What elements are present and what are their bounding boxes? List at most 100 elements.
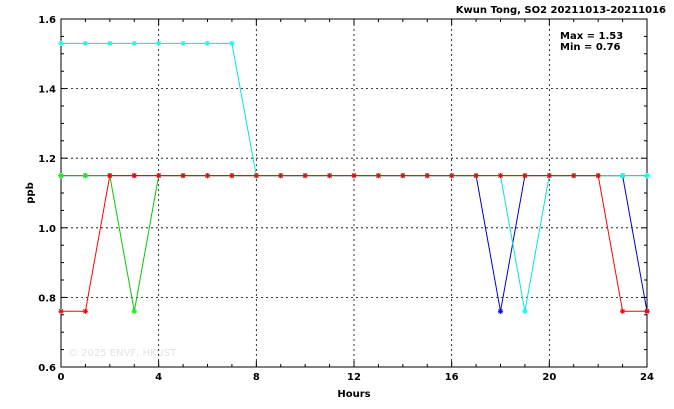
data-point [156, 40, 162, 46]
marker-d2 [595, 173, 601, 178]
x-tick-label: 0 [58, 372, 65, 383]
marker-d2 [449, 173, 454, 178]
data-point [131, 40, 137, 46]
marker-d2 [278, 173, 284, 178]
data-point [449, 173, 455, 179]
marker-d2 [327, 173, 332, 178]
marker-d2 [351, 173, 357, 178]
marker-d2 [107, 41, 113, 46]
marker-d2 [571, 173, 577, 178]
marker-d2 [498, 173, 503, 178]
data-point [131, 308, 137, 314]
y-tick-label: 1.6 [38, 15, 56, 26]
marker-d2 [547, 173, 552, 178]
marker-d2 [180, 173, 186, 178]
marker-d2 [131, 309, 137, 314]
data-point [522, 308, 528, 314]
y-tick-label: 0.8 [38, 293, 56, 304]
data-point [571, 173, 577, 179]
data-point [302, 173, 308, 179]
minor-ticks [60, 18, 648, 368]
x-tick-label: 16 [445, 372, 459, 383]
marker-d2 [644, 173, 650, 178]
data-point [253, 173, 259, 179]
marker-d2 [131, 173, 137, 178]
marker-d2 [58, 173, 64, 178]
marker-d2 [180, 41, 186, 46]
marker-d2 [302, 173, 308, 178]
marker-d2 [644, 309, 650, 314]
grid [61, 19, 647, 367]
y-tick-label: 1.4 [38, 85, 56, 96]
y-axis-label: ppb [25, 182, 36, 203]
marker-d2 [58, 309, 64, 314]
marker-d2 [620, 309, 625, 314]
series-group [58, 40, 650, 314]
marker-d2 [83, 309, 88, 314]
data-point [204, 173, 211, 179]
marker-d2 [498, 309, 503, 314]
marker-d2 [83, 41, 88, 46]
marker-d2 [522, 309, 528, 314]
marker-d2 [424, 173, 430, 178]
marker-d2 [83, 173, 88, 178]
chart-title: Kwun Tong, SO2 20211013-20211016 [456, 5, 666, 16]
data-point [131, 173, 137, 179]
data-point [229, 40, 235, 46]
data-point [204, 40, 211, 46]
watermark: © 2025 ENVF, HKUST [68, 348, 177, 359]
data-point [424, 173, 430, 179]
marker-d2 [131, 41, 137, 46]
x-tick-labels: 0 4 8 12 16 20 24 [58, 372, 654, 383]
marker-d2 [205, 173, 210, 178]
data-point [644, 308, 650, 314]
x-tick-label: 8 [253, 372, 260, 383]
data-point [522, 173, 528, 179]
data-point [180, 173, 186, 179]
x-tick-label: 12 [347, 372, 361, 383]
marker-d2 [254, 173, 259, 178]
stat-min: Min = 0.76 [560, 42, 621, 53]
data-point [58, 40, 64, 46]
y-tick-label: 1.2 [38, 154, 56, 165]
data-point [58, 308, 64, 314]
data-point [497, 173, 504, 179]
data-point [619, 308, 626, 314]
data-point [156, 173, 162, 179]
data-point [595, 173, 601, 179]
data-point [107, 173, 113, 179]
x-tick-label: 24 [640, 372, 654, 383]
x-axis-label: Hours [337, 389, 370, 400]
marker-d2 [376, 173, 381, 178]
stat-max: Max = 1.53 [560, 31, 623, 42]
data-point [82, 173, 89, 179]
data-point [107, 40, 113, 46]
marker-d2 [205, 41, 210, 46]
marker-d2 [58, 41, 64, 46]
data-point [180, 40, 186, 46]
data-point [351, 173, 357, 179]
marker-d2 [400, 173, 406, 178]
y-tick-label: 0.6 [38, 363, 56, 374]
marker-d2 [156, 41, 161, 46]
x-tick-label: 20 [542, 372, 556, 383]
data-point [497, 308, 504, 314]
marker-d2 [156, 173, 161, 178]
y-tick-labels: 0.6 0.8 1.0 1.2 1.4 1.6 [38, 15, 56, 374]
data-point [375, 173, 382, 179]
data-point [644, 173, 650, 179]
x-tick-label: 4 [155, 372, 162, 383]
marker-d2 [522, 173, 528, 178]
marker-d2 [620, 173, 625, 178]
y-tick-label: 1.0 [38, 224, 56, 235]
data-point [58, 173, 64, 179]
marker-d2 [229, 173, 235, 178]
data-point [82, 40, 89, 46]
data-point [400, 173, 406, 179]
marker-d2 [473, 173, 479, 178]
data-point [278, 173, 284, 179]
data-point [546, 173, 552, 179]
marker-d2 [107, 173, 113, 178]
data-point [326, 173, 333, 179]
